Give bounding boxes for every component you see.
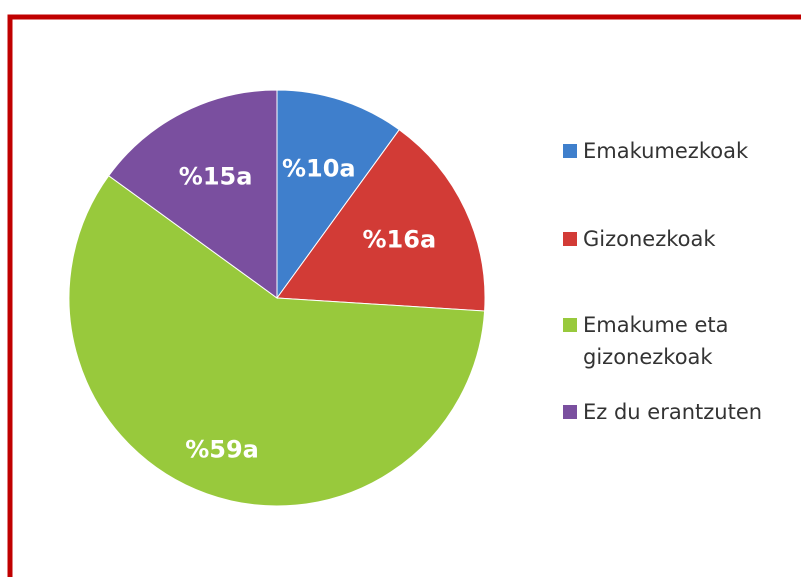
- legend-item: Emakumezkoak: [563, 135, 788, 167]
- slice-label: %15a: [179, 163, 253, 191]
- pie-slice: [276, 89, 400, 300]
- slice-label: %16a: [363, 225, 437, 253]
- legend-label: Emakumezkoak: [583, 139, 749, 163]
- legend-label: Gizonezkoak: [583, 227, 716, 251]
- legend-swatch: [563, 318, 577, 332]
- legend-swatch: [563, 232, 577, 246]
- legend-label: Emakume eta gizonezkoak: [583, 313, 729, 369]
- pie-slice: [68, 175, 486, 507]
- slice-label: %10a: [282, 154, 356, 182]
- pie-slice: [108, 89, 278, 299]
- slice-label: %59a: [185, 436, 259, 464]
- pie-slice: [276, 129, 486, 312]
- legend-swatch: [563, 405, 577, 419]
- legend-label: Ez du erantzuten: [583, 400, 763, 424]
- frame: [7, 14, 801, 577]
- legend-item: Ez du erantzuten: [563, 396, 788, 428]
- legend-item: Emakume eta gizonezkoak: [563, 309, 788, 373]
- legend-swatch: [563, 144, 577, 158]
- legend-item: Gizonezkoak: [563, 223, 788, 255]
